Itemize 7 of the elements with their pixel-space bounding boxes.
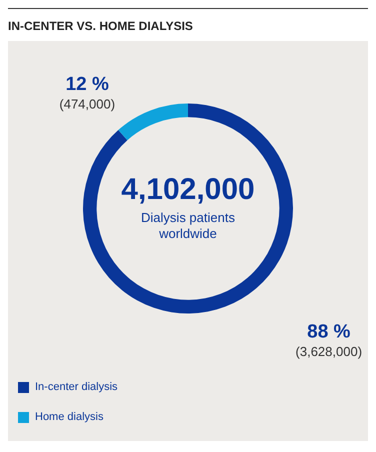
legend-label: Home dialysis xyxy=(35,411,104,423)
data-label: 88 % (3,628,000) xyxy=(296,321,362,359)
legend-label: In-center dialysis xyxy=(35,381,118,393)
text: 4,102,000 xyxy=(121,172,255,206)
chart-title: IN-CENTER VS. HOME DIALYSIS xyxy=(8,8,368,41)
text: Dialysis patients worldwide xyxy=(141,210,236,242)
data-label: 12 % (474,000) xyxy=(59,74,116,112)
